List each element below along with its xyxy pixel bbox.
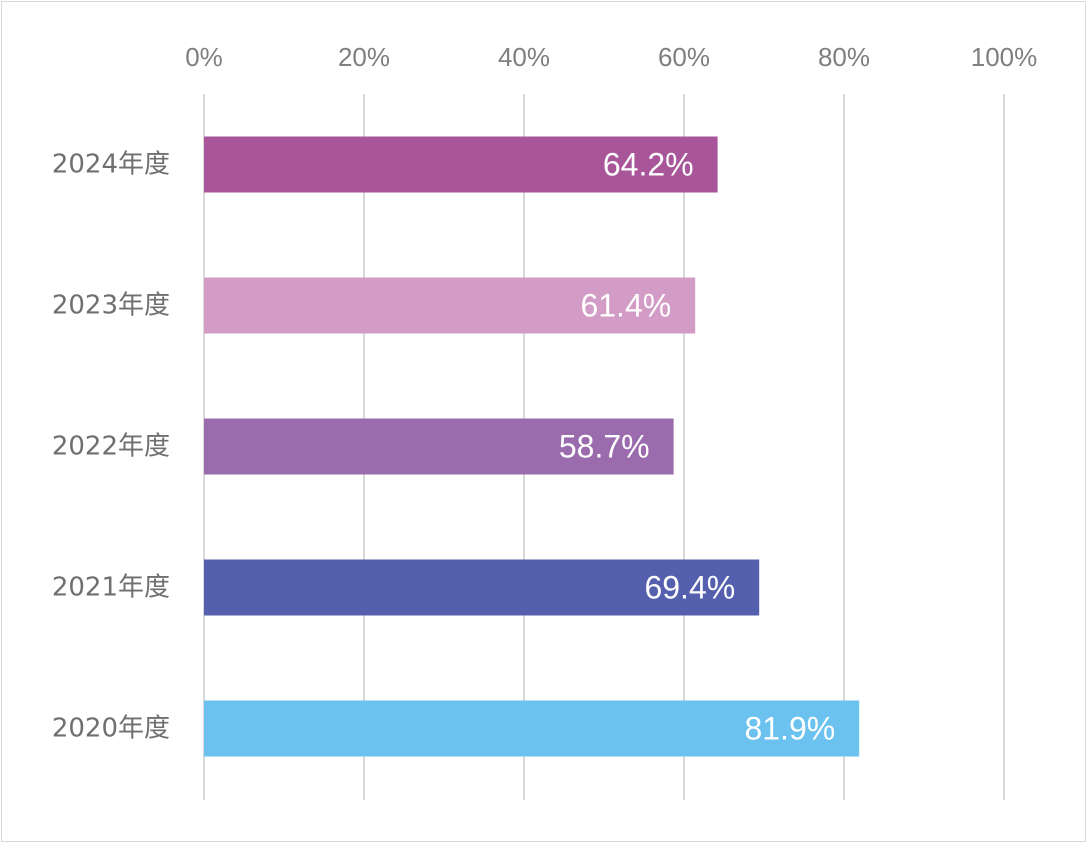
x-tick-label: 0% [185,42,223,72]
x-tick-label: 100% [971,42,1038,72]
x-axis-tick-labels: 0% 20% 40% 60% 80% 100% [185,42,1037,72]
x-tick-label: 60% [658,42,710,72]
gridlines [203,94,1005,800]
category-label: 2022年度 [52,432,170,462]
category-label: 2021年度 [52,573,170,603]
bar [204,418,674,475]
data-label: 58.7% [559,429,650,465]
category-label: 2023年度 [52,291,170,321]
data-labels: 64.2% 61.4% 58.7% 69.4% 81.9% [559,147,835,747]
x-tick-label: 40% [498,42,550,72]
bar [204,700,860,757]
bar [204,559,760,616]
bar [204,136,718,193]
bar [204,277,696,334]
data-label: 81.9% [744,711,835,747]
data-label: 64.2% [603,147,694,183]
category-labels: 2024年度 2023年度 2022年度 2021年度 2020年度 [52,150,170,744]
category-label: 2024年度 [52,150,170,180]
data-label: 61.4% [580,288,671,324]
bars [204,136,860,757]
category-label: 2020年度 [52,714,170,744]
data-label: 69.4% [644,570,735,606]
x-tick-label: 20% [338,42,390,72]
x-tick-label: 80% [818,42,870,72]
